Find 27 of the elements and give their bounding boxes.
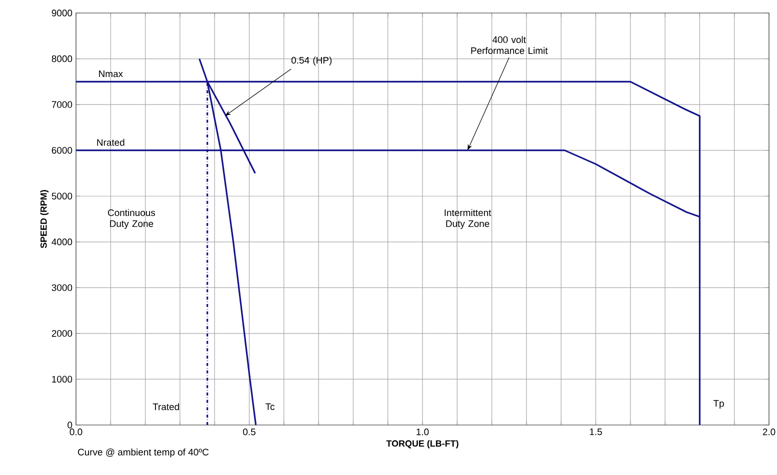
y-tick-label: 8000 xyxy=(52,55,72,62)
annotation: Tp xyxy=(713,400,724,409)
text: Curve @ ambient temp of 40ºC xyxy=(78,448,209,458)
annotation: 0.54 (HP) xyxy=(291,56,332,66)
annotation: Intermittent Duty Zone xyxy=(444,209,492,229)
y-tick-label: 9000 xyxy=(52,10,72,16)
annotation: Continuous Duty Zone xyxy=(108,209,156,229)
y-axis-title: SPEED (RPM) xyxy=(40,190,49,248)
y-tick-label: 3000 xyxy=(52,284,72,292)
y-tick-label: 1000 xyxy=(52,376,72,383)
x-axis-title: TORQUE (LB-FT) xyxy=(386,440,458,448)
annotation: 400 volt Performance Limit xyxy=(471,36,548,54)
y-tick-label: 5000 xyxy=(52,192,72,200)
annotation: Nrated xyxy=(97,138,124,146)
x-tick-label: 1.0 xyxy=(416,428,429,436)
x-tick-label: 0.0 xyxy=(70,428,82,436)
y-tick-label: 6000 xyxy=(52,146,72,154)
y-tick-label: 2000 xyxy=(52,330,72,337)
y-tick-label: 4000 xyxy=(52,238,72,246)
annotation: Trated xyxy=(152,403,179,410)
annotation: Nmax xyxy=(99,70,123,78)
y-tick-label: 7000 xyxy=(52,101,72,108)
x-tick-label: 2.0 xyxy=(762,428,776,436)
x-tick-label: 1.5 xyxy=(590,428,602,436)
x-tick-label: 0.5 xyxy=(243,428,256,436)
y-tick-label: 0 xyxy=(68,422,72,428)
annotation: Tc xyxy=(266,403,275,410)
